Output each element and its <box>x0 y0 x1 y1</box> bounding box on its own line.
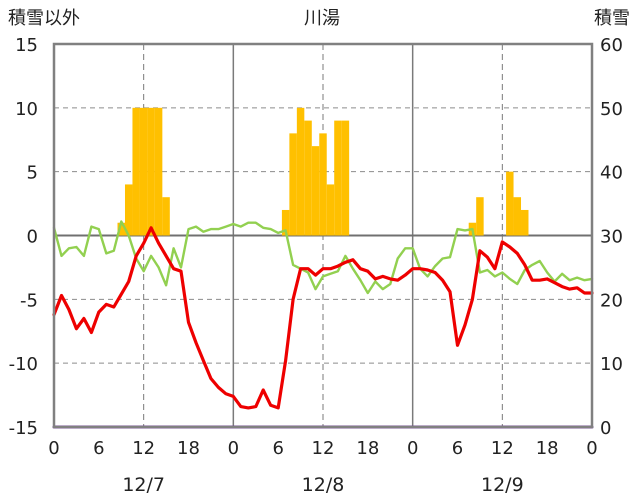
plot-frame <box>52 42 594 429</box>
y-tick-label-left: 15 <box>15 35 38 56</box>
y-tick-label-left: -15 <box>9 418 38 439</box>
x-tick-label: 0 <box>407 438 418 459</box>
x-tick-label: 18 <box>356 438 379 459</box>
bar <box>124 184 133 236</box>
y-tick-label-left: 0 <box>27 227 38 248</box>
left-axis-label: 積雪以外 <box>8 8 80 29</box>
y-tick-label-right: 20 <box>600 290 623 311</box>
x-tick-label: 6 <box>452 438 463 459</box>
bar <box>296 107 305 236</box>
bar <box>139 107 148 236</box>
bar <box>162 197 170 236</box>
x-tick-label: 6 <box>272 438 283 459</box>
y-tick-label-right: 0 <box>600 418 611 439</box>
bar <box>154 107 163 236</box>
date-label: 12/8 <box>302 474 345 496</box>
x-tick-label: 12 <box>132 438 155 459</box>
date-label: 12/9 <box>481 474 524 496</box>
bar <box>513 197 522 236</box>
bar <box>341 120 350 236</box>
x-tick-label: 12 <box>491 438 514 459</box>
y-tick-label-left: -5 <box>20 290 38 311</box>
y-tick-label-right: 40 <box>600 163 623 184</box>
bar <box>147 107 155 236</box>
line-series-red <box>52 226 594 410</box>
right-axis-label: 積雪 <box>594 8 630 29</box>
bar <box>521 209 529 236</box>
bar <box>281 209 290 236</box>
bar <box>326 184 335 236</box>
chart-title: 川湯 <box>304 8 340 29</box>
bar <box>311 146 320 236</box>
bar <box>506 171 514 236</box>
plot-border <box>52 42 594 429</box>
bar <box>289 133 297 236</box>
x-tick-label: 0 <box>586 438 597 459</box>
y-tick-label-left: 10 <box>15 99 38 120</box>
date-label: 12/7 <box>122 474 165 496</box>
y-tick-label-right: 10 <box>600 354 623 375</box>
x-tick-label: 12 <box>312 438 335 459</box>
line-series-green <box>52 220 594 295</box>
y-tick-label-left: 5 <box>27 163 38 184</box>
y-tick-label-right: 60 <box>600 35 623 56</box>
y-tick-label-right: 50 <box>600 99 623 120</box>
y-tick-label-left: -10 <box>9 354 38 375</box>
bar <box>334 120 342 236</box>
x-tick-label: 18 <box>177 438 200 459</box>
bar <box>304 120 312 236</box>
x-tick-label: 18 <box>536 438 559 459</box>
bar <box>132 107 140 236</box>
bar <box>476 197 484 236</box>
x-tick-label: 0 <box>48 438 59 459</box>
y-tick-label-right: 30 <box>600 227 623 248</box>
bar-series <box>117 107 529 236</box>
bar <box>319 133 327 236</box>
bar <box>117 222 125 236</box>
x-tick-label: 0 <box>228 438 239 459</box>
x-tick-label: 6 <box>93 438 104 459</box>
